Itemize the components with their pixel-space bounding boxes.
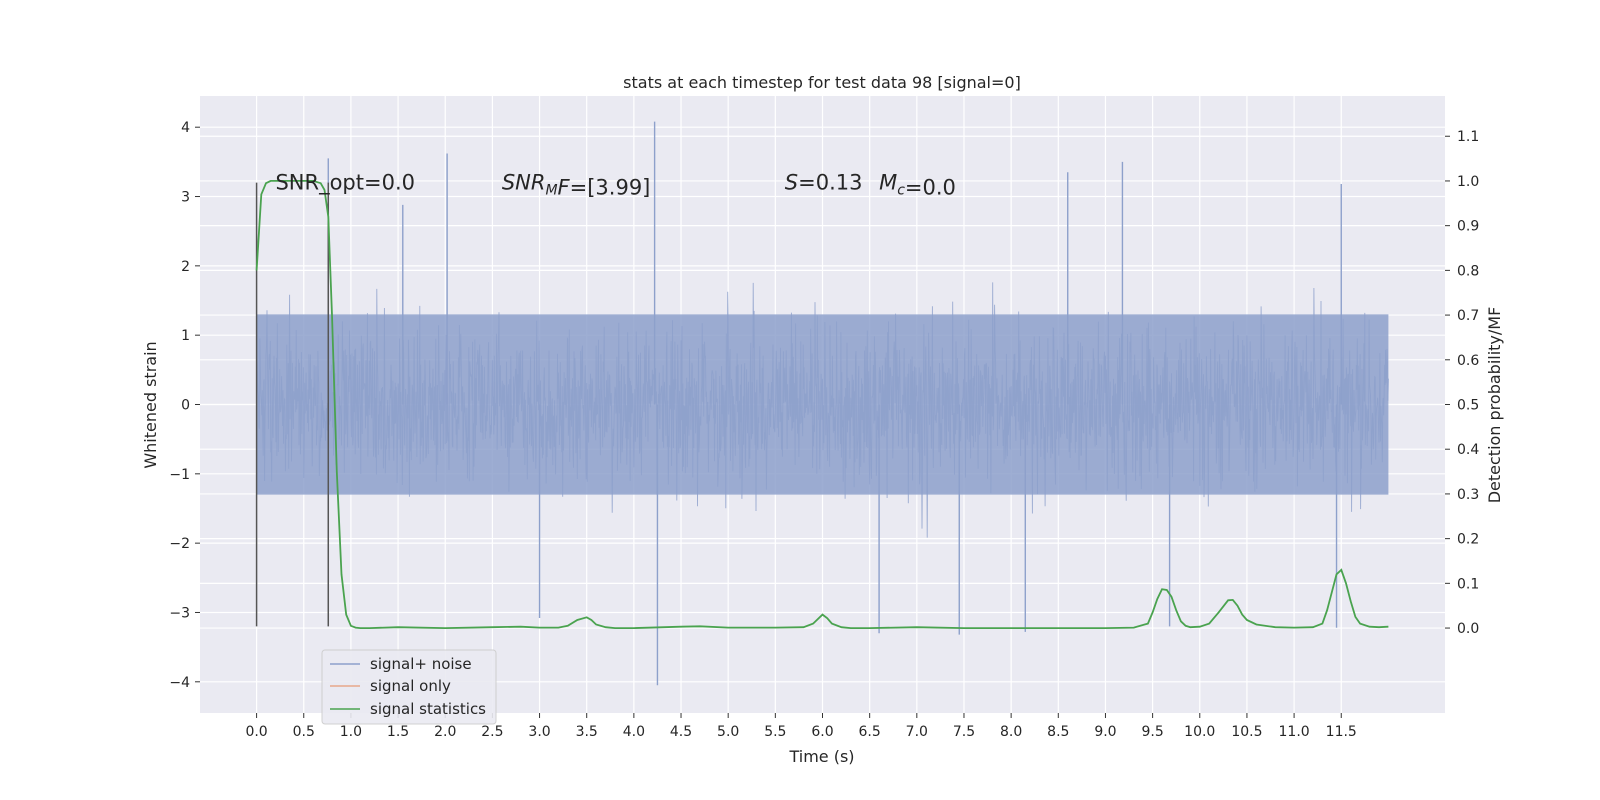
annotation-text: SNRMF=[3.99] [502,171,651,200]
y-right-tick-label: 0.3 [1457,487,1479,503]
annotation-text: Mc=0.0 [879,171,956,200]
y-right-tick-label: 0.7 [1457,308,1479,324]
y-right-tick-label: 1.0 [1457,174,1479,190]
y-right-tick-label: 0.0 [1457,621,1479,637]
x-tick-label: 4.0 [623,724,645,740]
legend-label-noise: signal+ noise [370,655,472,673]
x-tick-label: 2.5 [481,724,503,740]
legend: signal+ noise signal only signal statist… [321,649,497,725]
y-right-tick-label: 0.2 [1457,532,1479,548]
signal-statistics-line [255,180,1389,630]
legend-box [321,649,497,725]
y-axis-left-label: Whitened strain [141,341,160,468]
x-tick-label: 3.5 [576,724,598,740]
y-right-tick-label: 0.8 [1457,263,1479,279]
y-right-tick-label: 0.1 [1457,576,1479,592]
y-right-ticks: 0.0 0.1 0.2 0.3 0.4 0.5 0.6 0.7 0.8 0.9 1.0 1.1 [1445,129,1479,637]
annotation-text: SNR_opt=0.0 [275,171,415,196]
x-tick-label: 7.0 [906,724,928,740]
annotation-text: S=0.13 [785,171,863,195]
x-tick-label: 5.0 [717,724,739,740]
x-tick-label: 2.0 [434,724,456,740]
x-tick-label: 9.0 [1094,724,1116,740]
x-tick-label: 6.5 [859,724,881,740]
legend-label-signal: signal only [370,677,451,695]
x-tick-label: 6.0 [811,724,833,740]
legend-label-stats: signal statistics [370,700,486,718]
y-left-tick-label: 2 [181,259,190,275]
y-right-tick-label: 0.4 [1457,442,1479,458]
x-tick-label: 1.5 [387,724,409,740]
x-tick-label: 0.5 [293,724,315,740]
x-tick-label: 3.0 [528,724,550,740]
x-tick-label: 10.0 [1184,724,1215,740]
x-axis-label: Time (s) [788,747,854,766]
y-right-tick-label: 0.6 [1457,353,1479,369]
y-right-tick-label: 0.5 [1457,398,1479,414]
chart-title: stats at each timestep for test data 98 … [623,73,1021,92]
x-tick-label: 8.5 [1047,724,1069,740]
y-left-tick-label: 1 [181,328,190,344]
y-right-tick-label: 1.1 [1457,129,1479,145]
x-ticks: 0.0 0.5 1.0 1.5 2.0 2.5 3.0 3.5 4.0 4.5 5.0 5.5 6.0 6… [245,713,1357,740]
noise-core-band [256,314,1389,495]
y-axis-right-label: Detection probability/MF [1485,307,1504,504]
y-left-tick-label: 4 [181,120,190,136]
y-right-tick-label: 0.9 [1457,219,1479,235]
x-tick-label: 7.5 [953,724,975,740]
signal-statistics-path [255,180,1389,630]
y-left-tick-label: 0 [181,398,190,414]
x-tick-label: 8.0 [1000,724,1022,740]
y-left-tick-label: −2 [169,536,190,552]
y-left-tick-label: −1 [169,467,190,483]
y-left-tick-label: −4 [169,675,190,691]
x-tick-label: 5.5 [764,724,786,740]
x-tick-label: 4.5 [670,724,692,740]
x-tick-label: 10.5 [1231,724,1262,740]
y-left-tick-label: 3 [181,190,190,206]
x-tick-label: 11.5 [1326,724,1357,740]
y-left-tick-label: −3 [169,605,190,621]
x-tick-label: 1.0 [340,724,362,740]
x-tick-label: 9.5 [1141,724,1163,740]
x-tick-label: 11.0 [1279,724,1310,740]
y-left-ticks: −4 −3 −2 −1 0 1 2 3 4 [169,120,200,691]
x-tick-label: 0.0 [245,724,267,740]
signal-noise-trace [256,121,1389,686]
annotations: SNR_opt=0.0 SNRMF=[3.99] S=0.13 Mc=0.0 [275,171,955,200]
